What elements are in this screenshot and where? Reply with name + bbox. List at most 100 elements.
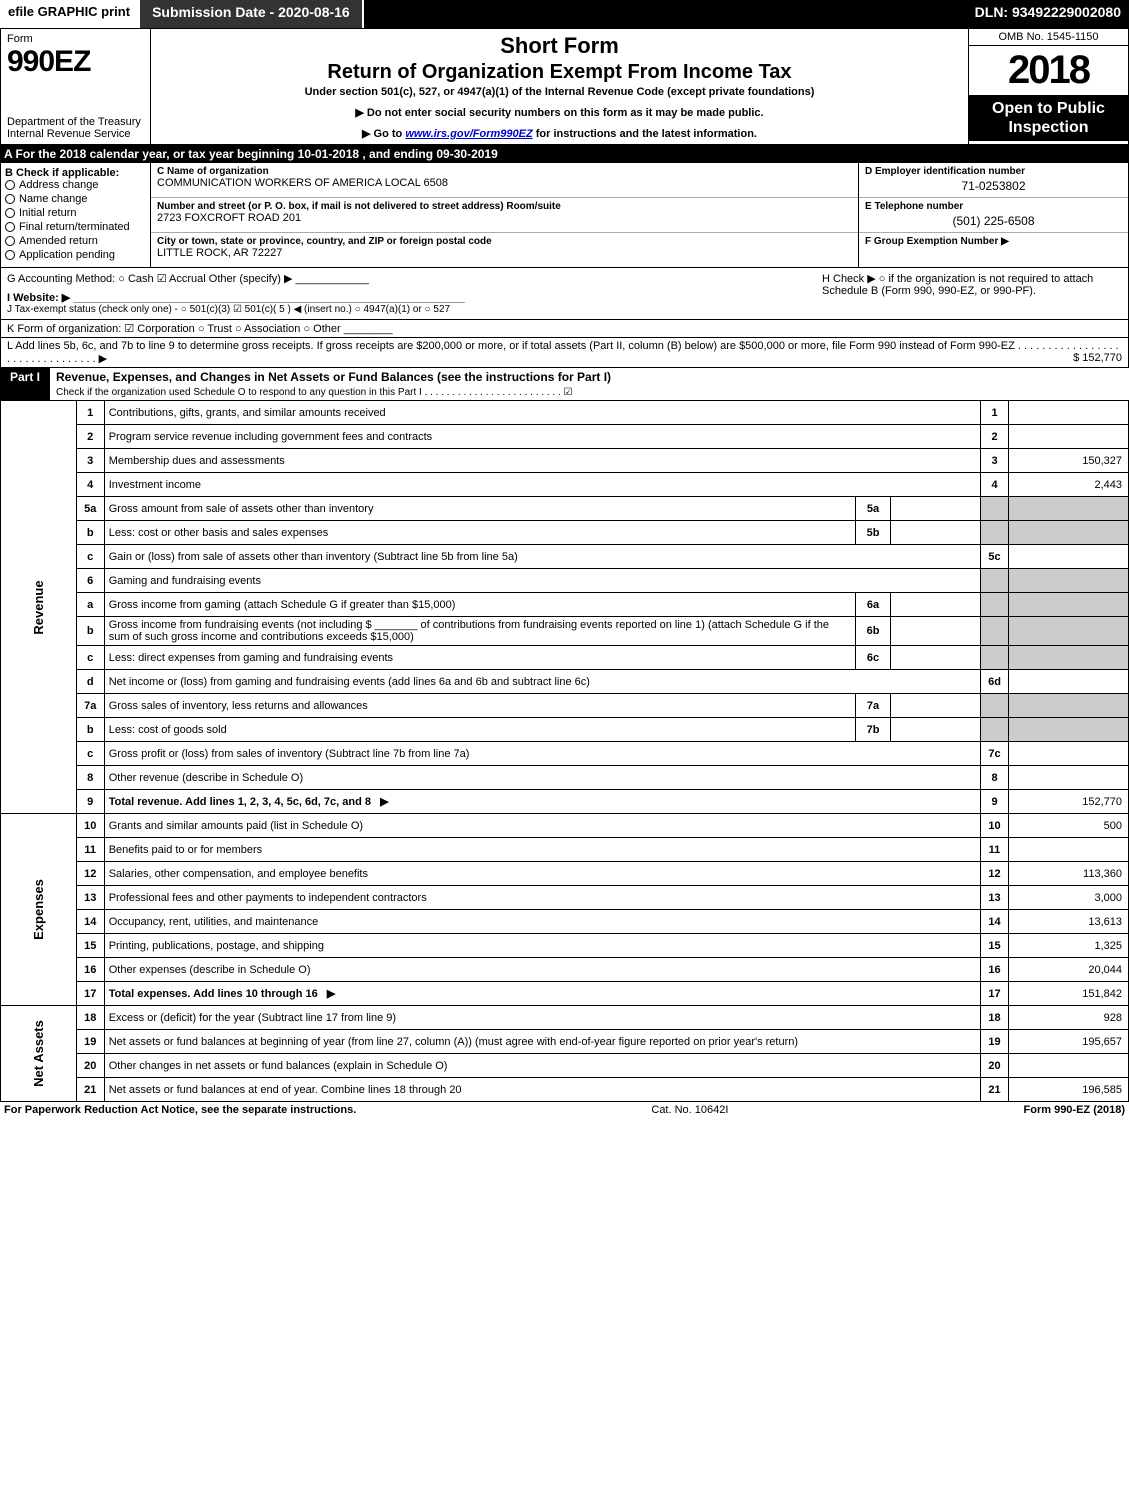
line-amount [1009,401,1129,425]
line-box: 9 [981,790,1009,814]
check-address-change[interactable]: Address change [5,179,146,191]
sub-box: 5a [856,497,891,521]
line-text: Total revenue. Add lines 1, 2, 3, 4, 5c,… [104,790,980,814]
line-text: Contributions, gifts, grants, and simila… [104,401,980,425]
line-text: Membership dues and assessments [104,449,980,473]
line-box: 10 [981,814,1009,838]
sub-amount [891,497,981,521]
line-text: Salaries, other compensation, and employ… [104,862,980,886]
footer-right: Form 990-EZ (2018) [1024,1104,1125,1116]
sub-box: 6c [856,646,891,670]
sub-box: 7a [856,694,891,718]
check-amended[interactable]: Amended return [5,235,146,247]
efile-label[interactable]: efile GRAPHIC print [0,0,138,28]
phone-label: E Telephone number [865,201,963,212]
line-text: Less: cost or other basis and sales expe… [104,521,855,545]
lines-g-h: G Accounting Method: ○ Cash ☑ Accrual Ot… [0,268,1129,320]
line-text: Gain or (loss) from sale of assets other… [104,545,980,569]
line-g: G Accounting Method: ○ Cash ☑ Accrual Ot… [7,272,802,285]
line-num: 19 [76,1030,104,1054]
line-text: Professional fees and other payments to … [104,886,980,910]
line-box-shade [981,646,1009,670]
line-text: Gross amount from sale of assets other t… [104,497,855,521]
page-footer: For Paperwork Reduction Act Notice, see … [0,1102,1129,1118]
line-box-shade [981,718,1009,742]
addr-label: Number and street (or P. O. box, if mail… [157,201,561,212]
line-amount: 113,360 [1009,862,1129,886]
sub-amount [891,718,981,742]
line-num: b [76,718,104,742]
line-text: Gross sales of inventory, less returns a… [104,694,855,718]
line-num: 12 [76,862,104,886]
note-link: ▶ Go to www.irs.gov/Form990EZ for instru… [157,127,962,140]
irs-link[interactable]: www.irs.gov/Form990EZ [405,128,532,140]
line-text: Benefits paid to or for members [104,838,980,862]
part-1-title: Revenue, Expenses, and Changes in Net As… [56,370,611,384]
line-box: 2 [981,425,1009,449]
part-1-sub: Check if the organization used Schedule … [56,387,572,398]
check-initial-return[interactable]: Initial return [5,207,146,219]
line-h: H Check ▶ ○ if the organization is not r… [822,272,1122,297]
line-box: 3 [981,449,1009,473]
line-amt-shade [1009,617,1129,646]
form-header: Form 990EZ Department of the Treasury In… [0,28,1129,145]
line-text: Grants and similar amounts paid (list in… [104,814,980,838]
line-box: 15 [981,934,1009,958]
line-amount: 1,325 [1009,934,1129,958]
line-num: d [76,670,104,694]
line-text: Gross profit or (loss) from sales of inv… [104,742,980,766]
line-num: c [76,545,104,569]
line-amount: 3,000 [1009,886,1129,910]
return-title: Return of Organization Exempt From Incom… [157,61,962,84]
check-name-change[interactable]: Name change [5,193,146,205]
line-amount: 152,770 [1009,790,1129,814]
line-amt-shade [1009,521,1129,545]
line-box: 13 [981,886,1009,910]
line-text: Other changes in net assets or fund bala… [104,1054,980,1078]
line-num: 14 [76,910,104,934]
note-ssn: ▶ Do not enter social security numbers o… [157,106,962,119]
ein-value: 71-0253802 [865,179,1122,193]
line-num: b [76,521,104,545]
netassets-section-label: Net Assets [1,1006,77,1102]
org-name-label: C Name of organization [157,166,269,177]
line-l: L Add lines 5b, 6c, and 7b to line 9 to … [0,338,1129,368]
line-amount: 150,327 [1009,449,1129,473]
line-num: 13 [76,886,104,910]
line-box: 12 [981,862,1009,886]
omb-number: OMB No. 1545-1150 [969,29,1128,46]
line-num: 6 [76,569,104,593]
line-box-shade [981,497,1009,521]
line-text: Total expenses. Add lines 10 through 16 … [104,982,980,1006]
line-amount [1009,670,1129,694]
line-text: Printing, publications, postage, and shi… [104,934,980,958]
part-1-header: Part I Revenue, Expenses, and Changes in… [0,368,1129,400]
line-box: 14 [981,910,1009,934]
line-i: I Website: ▶ ___________________________… [7,291,802,304]
line-amount: 2,443 [1009,473,1129,497]
line-text: Net income or (loss) from gaming and fun… [104,670,980,694]
check-pending[interactable]: Application pending [5,249,146,261]
org-city: LITTLE ROCK, AR 72227 [157,247,282,259]
line-amount [1009,545,1129,569]
line-l-text: L Add lines 5b, 6c, and 7b to line 9 to … [7,340,1119,365]
line-text: Gaming and fundraising events [104,569,980,593]
section-def: D Employer identification number 71-0253… [858,163,1128,267]
line-box: 6d [981,670,1009,694]
sub-amount [891,521,981,545]
group-exemption-label: F Group Exemption Number ▶ [865,236,1009,247]
check-final-return[interactable]: Final return/terminated [5,221,146,233]
footer-left: For Paperwork Reduction Act Notice, see … [4,1104,356,1116]
line-amt-shade [1009,646,1129,670]
line-amt-shade [1009,593,1129,617]
sub-amount [891,694,981,718]
line-amt-shade [1009,718,1129,742]
line-num: c [76,646,104,670]
line-box: 8 [981,766,1009,790]
part-1-tag: Part I [0,368,50,400]
sub-box: 6b [856,617,891,646]
line-box-shade [981,617,1009,646]
ein-label: D Employer identification number [865,166,1025,177]
line-num: 4 [76,473,104,497]
dln: DLN: 93492229002080 [967,0,1129,28]
